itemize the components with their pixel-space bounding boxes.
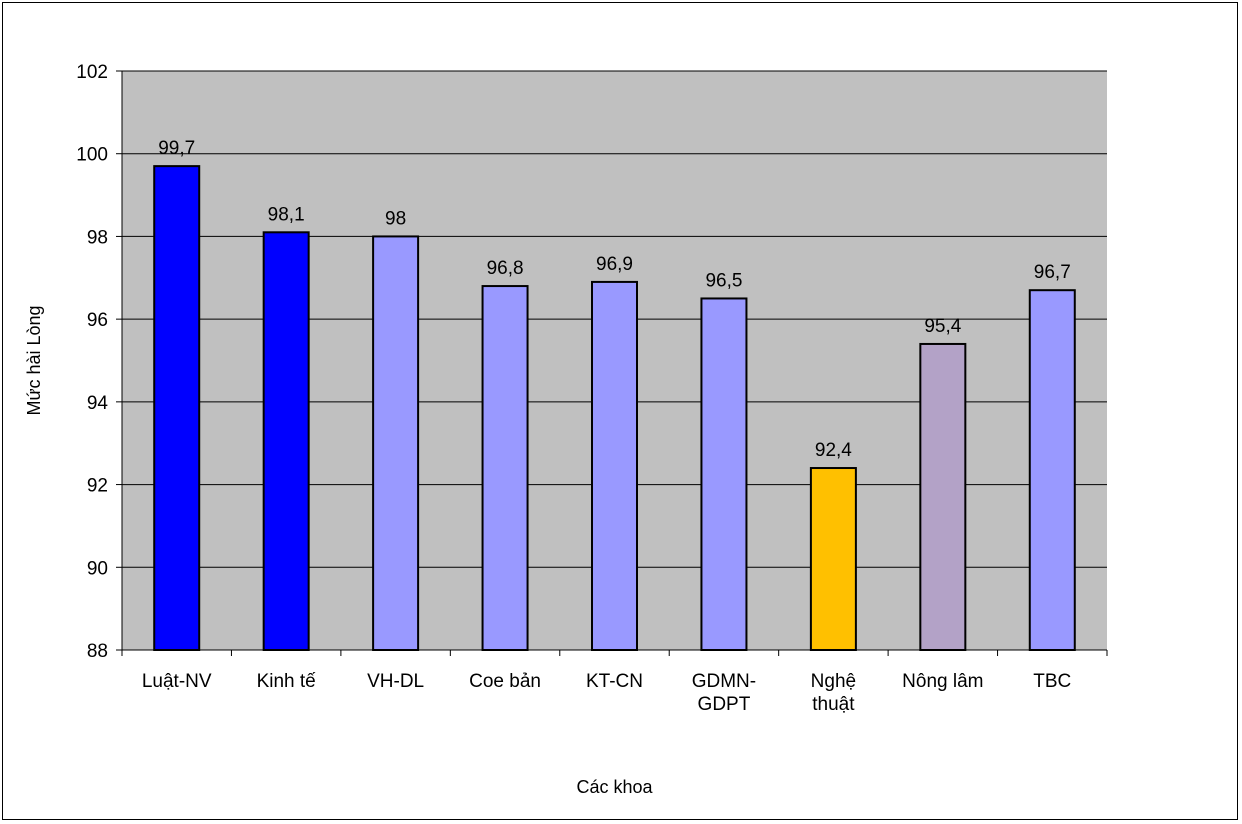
bar: [372, 235, 420, 652]
data-label: 96,8: [487, 258, 524, 279]
x-axis: Luật-NV Kinh tế VH-DL Coe bản KT-CN GDMN-GDPT…: [121, 649, 1108, 715]
x-tick-label: Kinh tế: [257, 671, 317, 692]
y-tick-label: 92: [87, 476, 108, 497]
data-label: 96,5: [705, 270, 742, 291]
bar: [809, 467, 857, 651]
data-label: 95,4: [924, 316, 961, 337]
bar: [919, 342, 967, 651]
y-tick-label: 94: [87, 393, 109, 414]
x-tick-label: Luật-NV: [142, 671, 212, 692]
y-tick-label: 88: [87, 641, 108, 662]
data-labels: 99,7 98,1 98 96,8 96,9 96,5 92,4 95,4 96,7: [158, 138, 1071, 461]
x-tick-label: Nông lâm: [902, 671, 983, 692]
y-tick-label: 98: [87, 227, 108, 248]
y-axis-title: Mức hài Lòng: [24, 305, 44, 415]
data-label: 98,1: [268, 204, 305, 225]
bar: [262, 231, 310, 652]
x-tick-label: GDMN-GDPT: [692, 671, 756, 715]
bar: [481, 285, 529, 651]
x-tick-label: KT-CN: [586, 671, 643, 692]
data-label: 92,4: [815, 440, 852, 461]
bar: [591, 280, 638, 651]
data-label: 99,7: [158, 138, 195, 159]
y-tick-label: 90: [87, 558, 108, 579]
x-tick-label: Nghệ thuật: [811, 671, 856, 715]
y-tick-label: 100: [76, 145, 108, 166]
y-tick-label: 102: [76, 62, 108, 83]
y-axis: 88 90 92 94 96 98 100 102: [76, 62, 123, 662]
bar: [700, 297, 748, 651]
x-tick-label: VH-DL: [367, 671, 424, 692]
data-label: 96,7: [1034, 262, 1071, 283]
y-tick-label: 96: [87, 310, 108, 331]
x-axis-title: Các khoa: [576, 777, 653, 797]
x-tick-label: TBC: [1033, 671, 1071, 692]
bar: [153, 165, 201, 651]
data-label: 98: [385, 208, 406, 229]
data-label: 96,9: [596, 254, 633, 275]
bar: [1028, 289, 1076, 651]
x-tick-label: Coe bản: [469, 671, 541, 692]
